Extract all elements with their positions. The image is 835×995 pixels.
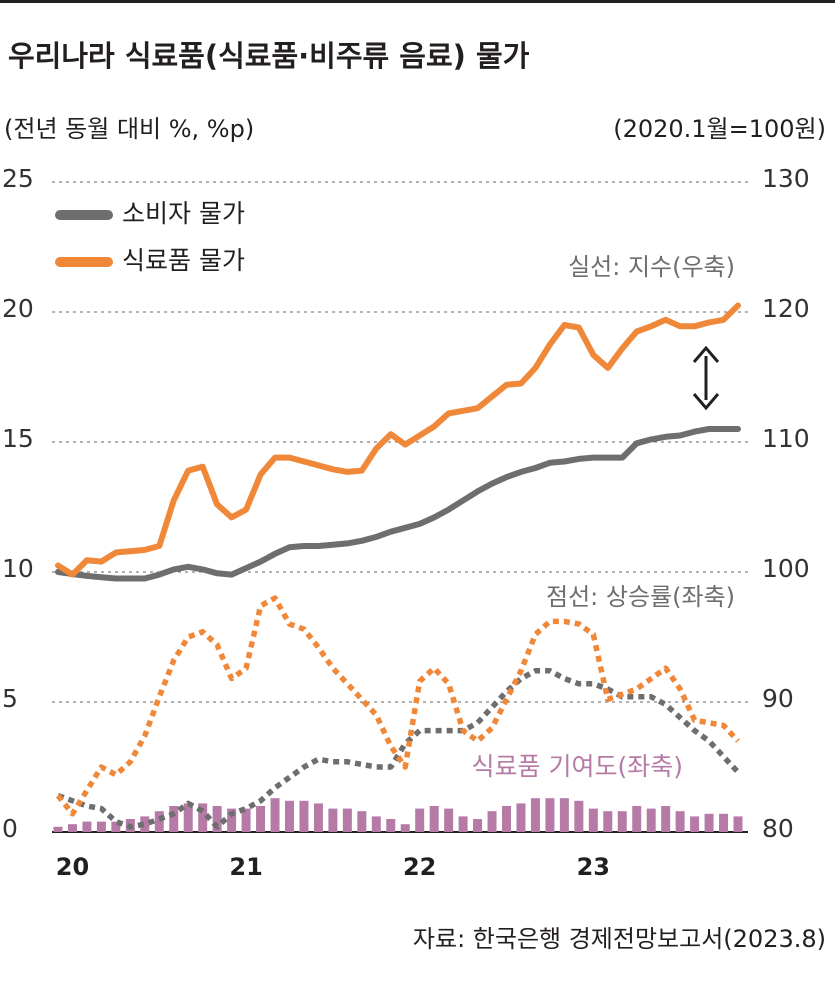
bar [458, 816, 468, 832]
bar [400, 824, 410, 832]
bar [284, 800, 294, 832]
x-tick-label: 20 [56, 853, 89, 881]
bar [588, 808, 598, 832]
bar [415, 808, 425, 832]
bar [53, 826, 63, 832]
bar [516, 803, 526, 832]
bar [559, 798, 569, 832]
dotted-line [55, 595, 741, 817]
line [55, 426, 741, 582]
y2-tick-label: 100 [762, 554, 810, 583]
bar [342, 808, 352, 832]
x-tick-label: 21 [229, 853, 262, 881]
bar [429, 806, 439, 832]
bar [183, 803, 193, 832]
bar [67, 824, 77, 832]
y-tick-label: 15 [2, 424, 34, 453]
bar [603, 811, 613, 832]
y-tick-label: 20 [2, 294, 34, 323]
line [55, 302, 741, 578]
chart-title: 우리나라 식료품(식료품·비주류 음료) 물가 [8, 39, 530, 73]
y2-tick-label: 120 [762, 294, 810, 323]
bar [96, 821, 106, 832]
bar [675, 811, 685, 832]
y2-tick-label: 90 [762, 684, 794, 713]
double-arrow [692, 345, 720, 411]
bar [487, 811, 497, 832]
bar [270, 798, 280, 832]
legend-label: 소비자 물가 [122, 199, 245, 228]
bar [617, 811, 627, 832]
bar [299, 800, 309, 832]
bar [386, 819, 396, 832]
bar [632, 806, 642, 832]
bar [357, 811, 367, 832]
bar [227, 808, 237, 832]
bar [111, 821, 121, 832]
y2-tick-label: 130 [762, 164, 810, 193]
bar [154, 811, 164, 832]
y-tick-label: 10 [2, 554, 34, 583]
bar [733, 816, 743, 832]
annotation: 점선: 상승률(좌축) [546, 583, 735, 611]
bar [444, 808, 454, 832]
y-tick-label: 5 [2, 684, 18, 713]
bar [690, 816, 700, 832]
bar [719, 813, 729, 832]
bar [646, 808, 656, 832]
source: 자료: 한국은행 경제전망보고서(2023.8) [413, 925, 826, 953]
legend-label: 식료품 물가 [122, 246, 245, 275]
bar [545, 798, 555, 832]
y-tick-label: 25 [2, 164, 34, 193]
bar [704, 813, 714, 832]
bar [140, 816, 150, 832]
bar [371, 816, 381, 832]
bar [473, 819, 483, 832]
bar [502, 806, 512, 832]
bar [169, 806, 179, 832]
bar [328, 808, 338, 832]
bar [212, 806, 222, 832]
x-tick-label: 23 [577, 853, 610, 881]
bar-label: 식료품 기여도(좌축) [472, 752, 683, 781]
y2-tick-label: 80 [762, 814, 794, 843]
annotation: 실선: 지수(우축) [568, 253, 735, 281]
bar [313, 803, 323, 832]
dotted-line [57, 668, 741, 830]
x-tick-label: 22 [403, 853, 436, 881]
bar [530, 798, 540, 832]
y-axis-label: (전년 동월 대비 %, %p) [4, 115, 254, 143]
y2-tick-label: 110 [762, 424, 810, 453]
bar [574, 800, 584, 832]
y2-axis-label: (2020.1월=100원) [613, 115, 826, 143]
bar [82, 821, 92, 832]
bar [198, 803, 208, 832]
bar [256, 806, 266, 832]
y-tick-label: 0 [2, 814, 18, 843]
bar [241, 808, 251, 832]
bar [661, 806, 671, 832]
